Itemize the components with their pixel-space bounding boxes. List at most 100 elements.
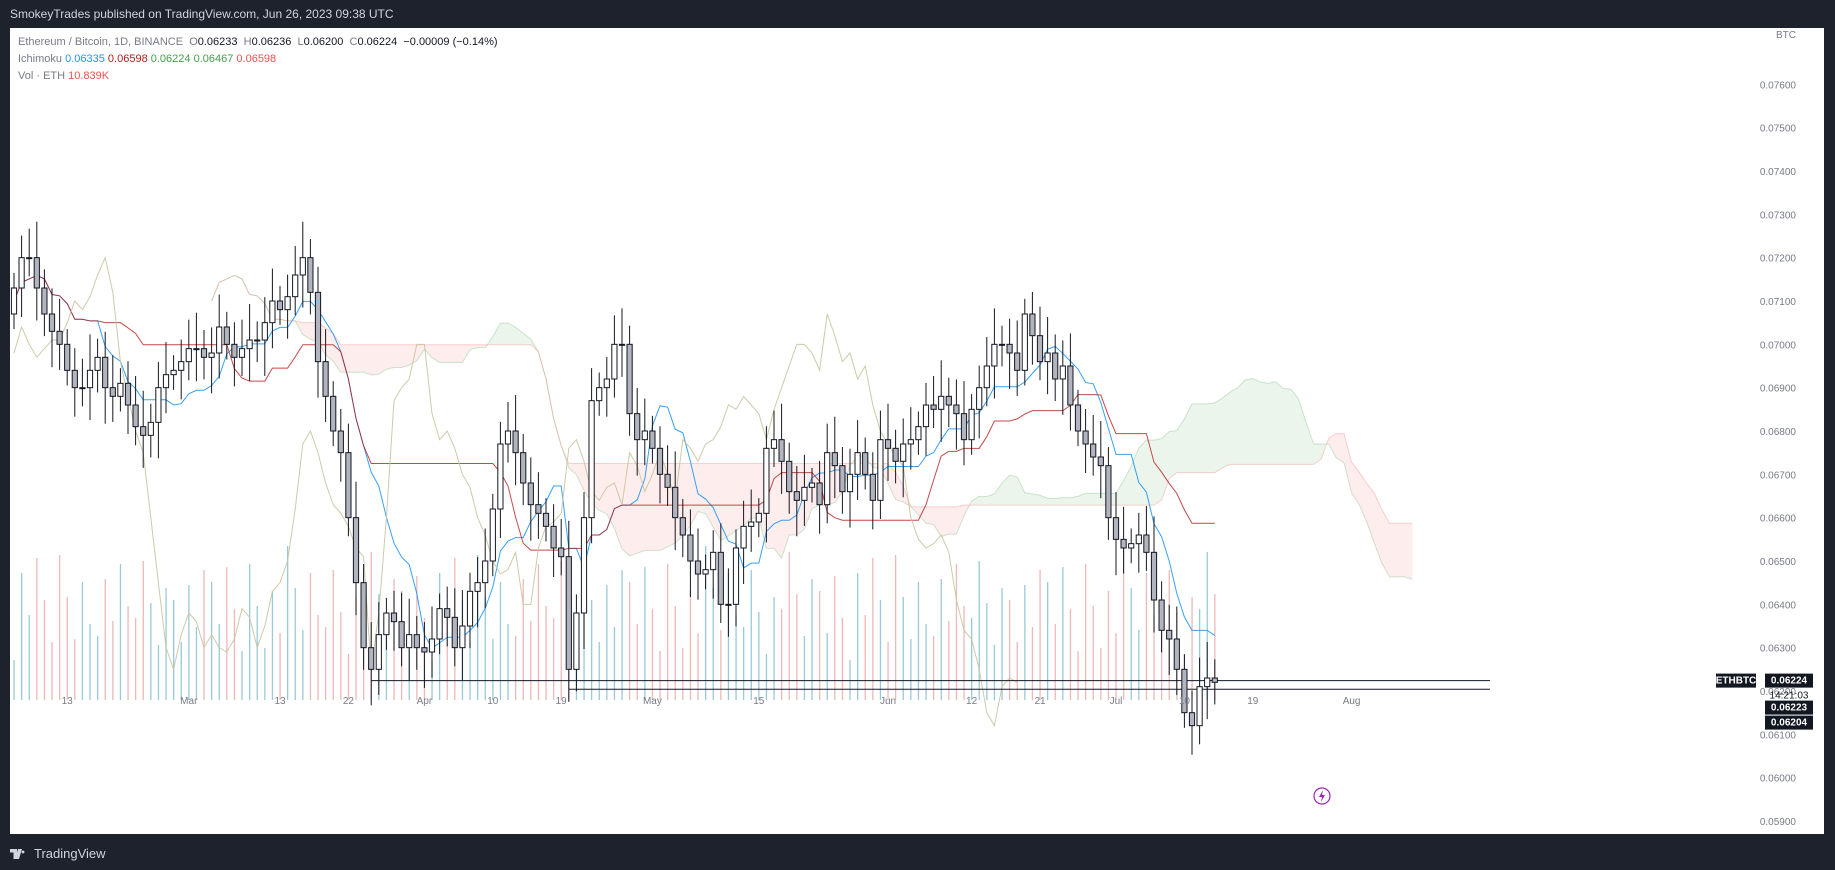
volume-bar: [28, 615, 30, 700]
cloud-segment: [629, 463, 638, 556]
cloud-segment: [986, 493, 995, 506]
cloud-segment: [736, 463, 744, 531]
volume-bar: [1054, 624, 1056, 700]
volume-bar: [1047, 582, 1049, 700]
candle-body: [808, 482, 816, 488]
candle-body: [618, 343, 626, 346]
candle-body: [383, 612, 390, 636]
volume-bar: [1214, 594, 1216, 700]
lead-span-a-line: [211, 274, 1413, 580]
legend-volume-row: Vol · ETH 10.839K: [18, 68, 498, 85]
volume-bar: [659, 651, 661, 700]
volume-bar: [682, 648, 684, 700]
cloud-segment: [1283, 388, 1291, 465]
x-tick-label: 22: [343, 696, 355, 707]
candle-body: [922, 404, 930, 428]
lightning-icon[interactable]: [1313, 787, 1331, 805]
volume-bar: [233, 609, 236, 700]
cloud-segment: [903, 486, 911, 507]
cloud-segment: [971, 496, 980, 506]
cloud-segment: [1230, 387, 1238, 465]
volume-bar: [21, 573, 23, 700]
volume-bar: [986, 603, 988, 700]
lagging-span-line: [13, 256, 1018, 728]
volume-bar: [13, 660, 15, 700]
candle-body: [482, 560, 489, 584]
volume-bar: [993, 645, 996, 700]
candle-body: [330, 395, 337, 432]
candle-body: [862, 452, 869, 475]
candle-body: [588, 400, 595, 519]
volume-bar: [507, 624, 509, 700]
candle-body: [178, 361, 185, 371]
cloud-segment: [568, 463, 577, 475]
cloud-segment: [918, 506, 926, 524]
candle-body: [991, 343, 998, 367]
volume-bar: [203, 570, 205, 700]
cloud-segment: [948, 506, 957, 535]
cloud-segment: [356, 344, 364, 373]
volume-bar: [1024, 585, 1026, 700]
x-tick-label: 10: [1179, 696, 1191, 707]
x-tick-label: May: [643, 696, 662, 707]
cloud-segment: [1078, 493, 1086, 506]
volume-bar: [249, 564, 251, 700]
volume-bar: [157, 645, 160, 700]
candle-body: [314, 291, 322, 363]
chart-area[interactable]: 0.07600 0.07500 0.07400 0.07300 0.07200 0.071…: [10, 28, 1824, 834]
cloud-segment: [401, 344, 410, 368]
candle-body: [261, 322, 268, 341]
candle-body: [1097, 456, 1104, 467]
cloud-segment: [492, 323, 501, 345]
volume-bar: [925, 624, 927, 700]
cloud-segment: [1359, 472, 1367, 523]
candle-body: [193, 348, 200, 351]
cloud-segment: [926, 506, 934, 525]
volume-bar: [887, 642, 889, 700]
candle-body: [466, 590, 474, 627]
cloud-segment: [1055, 497, 1063, 506]
ichimoku-lagging-value: 0.06224: [150, 53, 191, 65]
candle-body: [603, 378, 610, 389]
volume-bar: [1123, 546, 1125, 700]
price-chart[interactable]: 0.07600 0.07500 0.07400 0.07300 0.07200 0.071…: [10, 28, 1824, 834]
candle-body: [565, 556, 572, 670]
candle-body: [611, 343, 618, 380]
candle-body: [740, 525, 747, 549]
candle-body: [672, 486, 679, 519]
cloud-segment: [956, 505, 964, 535]
cloud-segment: [1298, 398, 1306, 465]
cloud-segment: [447, 344, 455, 363]
brand[interactable]: TradingView: [10, 846, 106, 861]
volume-bar: [1206, 552, 1208, 700]
candle-body: [801, 486, 808, 501]
candle-body: [1158, 599, 1165, 631]
cloud-segment: [751, 463, 759, 519]
cloud-segment: [910, 506, 919, 515]
volume-bar: [902, 597, 904, 700]
cloud-segment: [439, 344, 448, 363]
ichimoku-lead1-value: 0.06467: [193, 53, 234, 65]
candle-body: [626, 343, 633, 415]
volume-bar: [819, 591, 821, 700]
volume-bar: [385, 636, 388, 700]
cloud-segment: [462, 344, 470, 363]
cloud-segment: [485, 336, 493, 348]
volume-bar: [689, 591, 692, 700]
volume-bar: [765, 654, 768, 700]
candle-body: [1135, 534, 1142, 545]
candle-body: [793, 491, 800, 501]
candle-body: [1006, 343, 1013, 354]
y-tick-label: 0.06300: [1760, 644, 1797, 655]
volume-bar: [864, 615, 866, 700]
open-value: 0.06233: [197, 36, 238, 48]
x-tick-label: 19: [1247, 696, 1259, 707]
ichimoku-lines: [13, 256, 1413, 728]
volume-bar: [674, 606, 676, 700]
volume-bar: [195, 627, 198, 700]
volume-bar: [180, 642, 182, 700]
candle-body: [763, 447, 770, 514]
candle-body: [824, 452, 831, 506]
candle-body: [140, 426, 147, 436]
volume-bar: [758, 612, 760, 700]
